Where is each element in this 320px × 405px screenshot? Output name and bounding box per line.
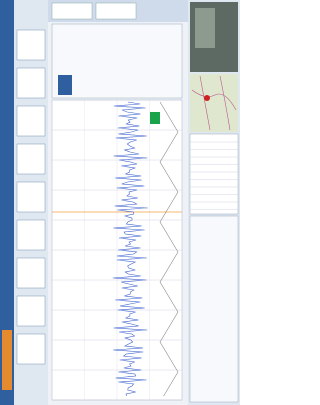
map-position [204, 95, 210, 101]
event-list [190, 216, 238, 402]
toolbar-button[interactable] [17, 296, 45, 326]
header-field[interactable] [52, 3, 92, 19]
page: {} (() => { const svg = document.getElem… [0, 0, 240, 405]
camera-view-detail [195, 8, 215, 48]
toolbar-button[interactable] [17, 182, 45, 212]
screenshot [0, 0, 240, 405]
toolbar-button[interactable] [17, 106, 45, 136]
menu-tab-active[interactable] [2, 330, 12, 390]
toolbar-buttons [17, 30, 45, 364]
button[interactable] [58, 75, 72, 95]
header-field[interactable] [96, 3, 136, 19]
toolbar-button[interactable] [17, 220, 45, 250]
status-indicator [150, 112, 160, 124]
toolbar-button[interactable] [17, 258, 45, 288]
toolbar-button[interactable] [17, 68, 45, 98]
toolbar-button[interactable] [17, 144, 45, 174]
map-view [190, 74, 238, 132]
toolbar-button[interactable] [17, 30, 45, 60]
toolbar-button[interactable] [17, 334, 45, 364]
